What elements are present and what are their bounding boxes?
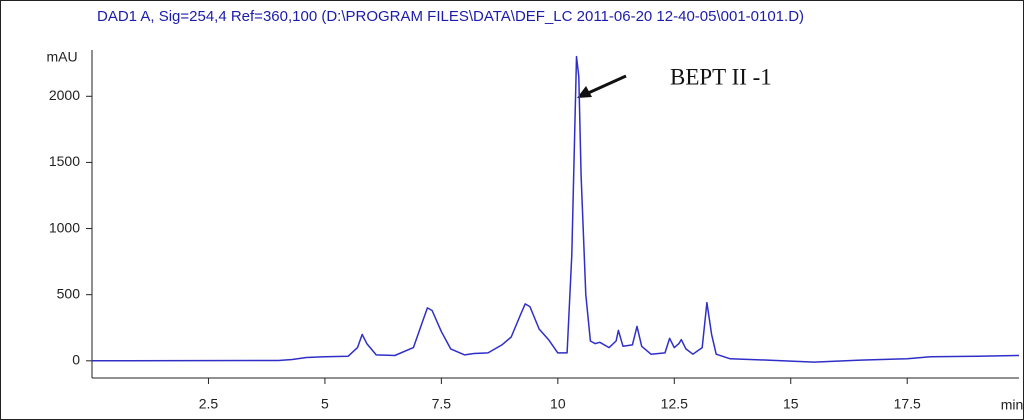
arrow-shaft [585,74,627,96]
y-tick-label: 0 [72,352,80,368]
x-tick-label: 17.5 [894,396,921,412]
signal-line [91,55,1020,363]
y-tick-label: 500 [57,285,81,301]
x-axis-label: min [1001,397,1024,413]
chart-title: DAD1 A, Sig=254,4 Ref=360,100 (D:\PROGRA… [97,8,804,25]
annotation: BEPT II -1 [670,64,772,89]
x-tick-label: 5 [321,396,329,412]
x-tick-label: 12.5 [661,396,688,412]
y-axis-label: mAU [46,49,77,65]
y-tick-label: 1500 [49,153,80,169]
arrow-head [577,86,592,98]
x-tick-label: 7.5 [432,396,452,412]
y-tick-label: 2000 [49,87,80,103]
y-tick-label: 1000 [49,219,80,235]
x-tick-label: 10 [550,396,566,412]
x-tick-label: 2.5 [199,396,219,412]
x-tick-label: 15 [783,396,799,412]
